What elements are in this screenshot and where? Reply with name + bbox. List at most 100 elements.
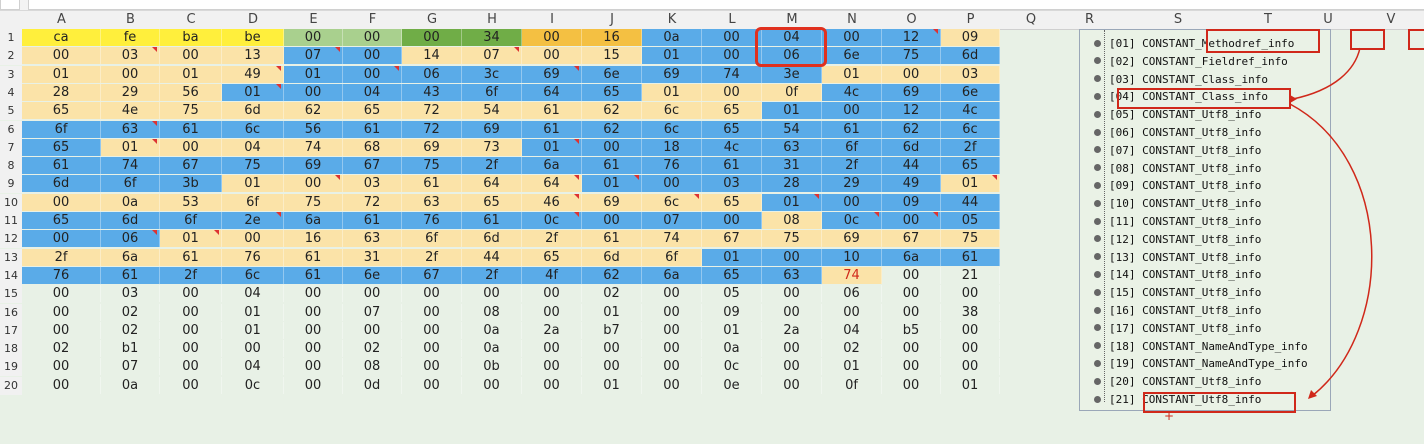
grid-cell[interactable]: 00 bbox=[22, 47, 101, 65]
grid-cell[interactable]: 43 bbox=[402, 83, 462, 101]
grid-cell[interactable]: 2f bbox=[462, 266, 522, 284]
column-header-j[interactable]: J bbox=[610, 12, 614, 27]
grid-cell[interactable]: 69 bbox=[642, 65, 702, 83]
grid-cell[interactable]: 01 bbox=[222, 321, 284, 339]
grid-cell[interactable]: 75 bbox=[941, 230, 1000, 248]
grid-cell[interactable]: 44 bbox=[882, 157, 941, 175]
row-header[interactable]: 17 bbox=[0, 321, 22, 340]
grid-cell[interactable]: 69 bbox=[522, 65, 582, 83]
grid-cell[interactable]: 00 bbox=[284, 83, 343, 101]
column-header-h[interactable]: H bbox=[487, 12, 497, 27]
grid-cell[interactable]: 02 bbox=[22, 340, 101, 358]
grid-cell[interactable]: 00 bbox=[284, 303, 343, 321]
grid-cell[interactable]: ca bbox=[22, 29, 101, 46]
grid-cell[interactable]: 01 bbox=[222, 83, 284, 101]
grid-cell[interactable]: 6a bbox=[882, 248, 941, 266]
grid-cell[interactable]: 00 bbox=[402, 358, 462, 376]
grid-cell[interactable]: 75 bbox=[402, 157, 462, 175]
grid-cell[interactable]: 2f bbox=[160, 266, 222, 284]
grid-cell[interactable]: 16 bbox=[582, 29, 642, 46]
grid-cell[interactable]: 61 bbox=[462, 212, 522, 229]
grid-cell[interactable]: 07 bbox=[284, 47, 343, 65]
grid-cell[interactable]: 4c bbox=[941, 102, 1000, 120]
formula-bar-edge[interactable] bbox=[28, 0, 1424, 10]
row-header[interactable]: 11 bbox=[0, 212, 22, 230]
column-header-u[interactable]: U bbox=[1323, 12, 1333, 27]
grid-cell[interactable]: 00 bbox=[642, 285, 702, 303]
grid-cell[interactable]: 00 bbox=[284, 321, 343, 339]
constant-pool-item[interactable]: [10] CONSTANT_Utf8_info bbox=[1094, 195, 1261, 212]
grid-cell[interactable]: 06 bbox=[101, 230, 160, 248]
comment-indicator-icon[interactable] bbox=[152, 47, 157, 53]
grid-cell[interactable]: 49 bbox=[222, 65, 284, 83]
row-header[interactable]: 1 bbox=[0, 29, 22, 47]
grid-cell[interactable]: 31 bbox=[762, 157, 822, 175]
grid-cell[interactable]: 61 bbox=[522, 102, 582, 120]
grid-cell[interactable]: 01 bbox=[941, 175, 1000, 193]
grid-cell[interactable]: 00 bbox=[284, 376, 343, 394]
grid-cell[interactable]: 0e bbox=[702, 376, 762, 394]
grid-cell[interactable]: 00 bbox=[402, 321, 462, 339]
column-header-e[interactable]: E bbox=[309, 12, 318, 27]
grid-cell[interactable]: 00 bbox=[522, 358, 582, 376]
grid-cell[interactable]: 2f bbox=[462, 157, 522, 175]
grid-cell[interactable]: 54 bbox=[462, 102, 522, 120]
grid-cell[interactable]: 61 bbox=[284, 248, 343, 266]
constant-pool-item[interactable]: [19] CONSTANT_NameAndType_info bbox=[1094, 355, 1308, 372]
grid-cell[interactable]: 6c bbox=[642, 120, 702, 138]
constant-pool-item[interactable]: [11] CONSTANT_Utf8_info bbox=[1094, 213, 1261, 230]
grid-cell[interactable]: 6e bbox=[941, 83, 1000, 101]
grid-cell[interactable]: 00 bbox=[343, 65, 402, 83]
grid-cell[interactable]: 65 bbox=[22, 212, 101, 229]
grid-cell[interactable]: 00 bbox=[284, 29, 343, 46]
row-header[interactable]: 15 bbox=[0, 285, 22, 304]
column-header-n[interactable]: N bbox=[847, 12, 857, 27]
grid-cell[interactable]: 14 bbox=[402, 47, 462, 65]
grid-cell[interactable]: 00 bbox=[762, 376, 822, 394]
grid-cell[interactable]: 61 bbox=[582, 230, 642, 248]
grid-cell[interactable]: 01 bbox=[762, 102, 822, 120]
grid-cell[interactable]: 2f bbox=[822, 157, 882, 175]
grid-cell[interactable]: 01 bbox=[222, 303, 284, 321]
grid-cell[interactable]: 2e bbox=[222, 212, 284, 229]
grid-cell[interactable]: 65 bbox=[462, 193, 522, 211]
column-header-b[interactable]: B bbox=[126, 12, 135, 27]
grid-cell[interactable]: 00 bbox=[762, 358, 822, 376]
grid-cell[interactable]: 62 bbox=[284, 102, 343, 120]
grid-cell[interactable]: 29 bbox=[822, 175, 882, 193]
grid-cell[interactable]: 00 bbox=[22, 376, 101, 394]
grid-cell[interactable]: 00 bbox=[882, 285, 941, 303]
grid-cell[interactable]: 00 bbox=[522, 47, 582, 65]
grid-cell[interactable]: 05 bbox=[702, 285, 762, 303]
grid-cell[interactable]: 72 bbox=[402, 102, 462, 120]
grid-cell[interactable]: 56 bbox=[160, 83, 222, 101]
grid-cell[interactable]: 2f bbox=[522, 230, 582, 248]
constant-pool-item[interactable]: [14] CONSTANT_Utf8_info bbox=[1094, 266, 1261, 283]
grid-cell[interactable]: 4c bbox=[702, 138, 762, 156]
grid-cell[interactable]: 01 bbox=[702, 248, 762, 266]
grid-cell[interactable]: 01 bbox=[160, 65, 222, 83]
grid-cell[interactable]: 21 bbox=[941, 266, 1000, 284]
grid-cell[interactable]: 00 bbox=[882, 358, 941, 376]
constant-pool-item[interactable]: [20] CONSTANT_Utf8_info bbox=[1094, 373, 1261, 390]
grid-cell[interactable]: 02 bbox=[822, 340, 882, 358]
grid-cell[interactable]: 00 bbox=[522, 29, 582, 46]
constant-pool-item[interactable]: [02] CONSTANT_Fieldref_info bbox=[1094, 53, 1288, 70]
grid-cell[interactable]: 01 bbox=[222, 175, 284, 193]
grid-cell[interactable]: 69 bbox=[402, 138, 462, 156]
grid-cell[interactable]: 00 bbox=[522, 285, 582, 303]
column-header-d[interactable]: D bbox=[247, 12, 258, 27]
grid-cell[interactable]: 04 bbox=[343, 83, 402, 101]
comment-indicator-icon[interactable] bbox=[152, 138, 157, 144]
grid-cell[interactable]: 00 bbox=[882, 303, 941, 321]
grid-cell[interactable]: 00 bbox=[402, 340, 462, 358]
grid-cell[interactable]: 0f bbox=[822, 376, 882, 394]
grid-cell[interactable]: 63 bbox=[101, 120, 160, 138]
grid-cell[interactable]: 67 bbox=[160, 157, 222, 175]
grid-cell[interactable]: 4f bbox=[522, 266, 582, 284]
grid-cell[interactable]: 6e bbox=[822, 47, 882, 65]
grid-cell[interactable]: 06 bbox=[762, 47, 822, 65]
grid-cell[interactable]: 00 bbox=[822, 102, 882, 120]
grid-cell[interactable]: 74 bbox=[822, 266, 882, 284]
grid-cell[interactable]: 61 bbox=[343, 212, 402, 229]
